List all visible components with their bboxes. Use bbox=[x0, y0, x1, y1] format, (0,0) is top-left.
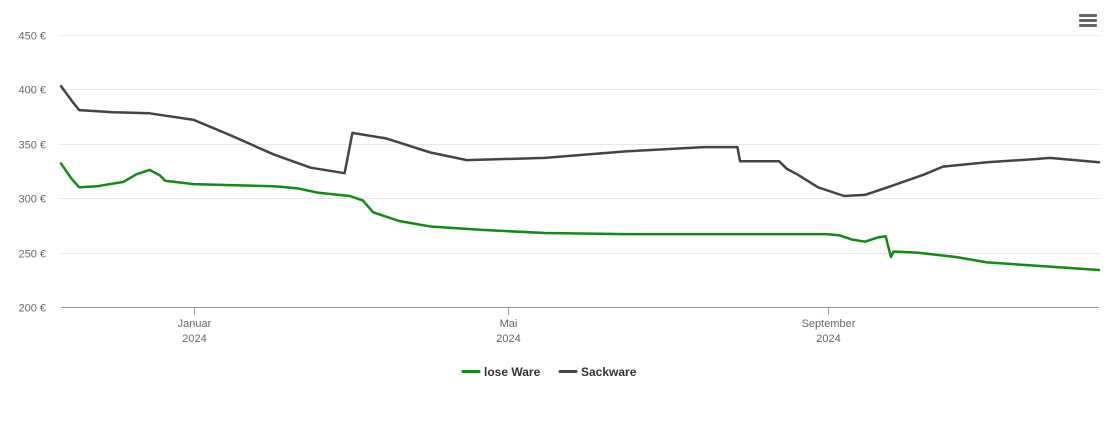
x-tick-label-month: Mai bbox=[500, 318, 518, 330]
menu-bar bbox=[1079, 19, 1097, 22]
legend-item[interactable]: lose Ware bbox=[461, 365, 541, 379]
legend-label: lose Ware bbox=[484, 365, 541, 379]
menu-bar bbox=[1079, 14, 1097, 17]
hamburger-menu-icon[interactable] bbox=[1076, 10, 1100, 32]
x-tick-label-year: 2024 bbox=[496, 333, 520, 345]
x-tick-label-year: 2024 bbox=[816, 333, 840, 345]
series-line-sackware bbox=[59, 84, 1101, 198]
series-line-lose-ware bbox=[59, 162, 1101, 272]
y-tick-label: 350 € bbox=[18, 140, 46, 152]
menu-bar bbox=[1079, 24, 1097, 27]
y-tick-label: 200 € bbox=[18, 303, 46, 315]
x-tick-label-year: 2024 bbox=[182, 333, 206, 345]
gridlines bbox=[61, 35, 1099, 254]
legend-item[interactable]: Sackware bbox=[558, 365, 637, 379]
legend[interactable]: lose Ware Sackware bbox=[461, 365, 637, 379]
y-tick-label: 400 € bbox=[18, 85, 46, 97]
y-axis: 200 € 250 € 300 € 350 € 400 € 450 € bbox=[18, 31, 46, 315]
x-axis: Januar 2024 Mai 2024 September 2024 bbox=[61, 307, 1099, 345]
y-tick-label: 300 € bbox=[18, 194, 46, 206]
y-tick-label: 450 € bbox=[18, 31, 46, 43]
x-tick-label-month: Januar bbox=[178, 318, 212, 330]
y-tick-label: 250 € bbox=[18, 249, 46, 261]
series-lines bbox=[59, 84, 1101, 272]
x-tick-label-month: September bbox=[802, 318, 856, 330]
legend-label: Sackware bbox=[581, 365, 637, 379]
